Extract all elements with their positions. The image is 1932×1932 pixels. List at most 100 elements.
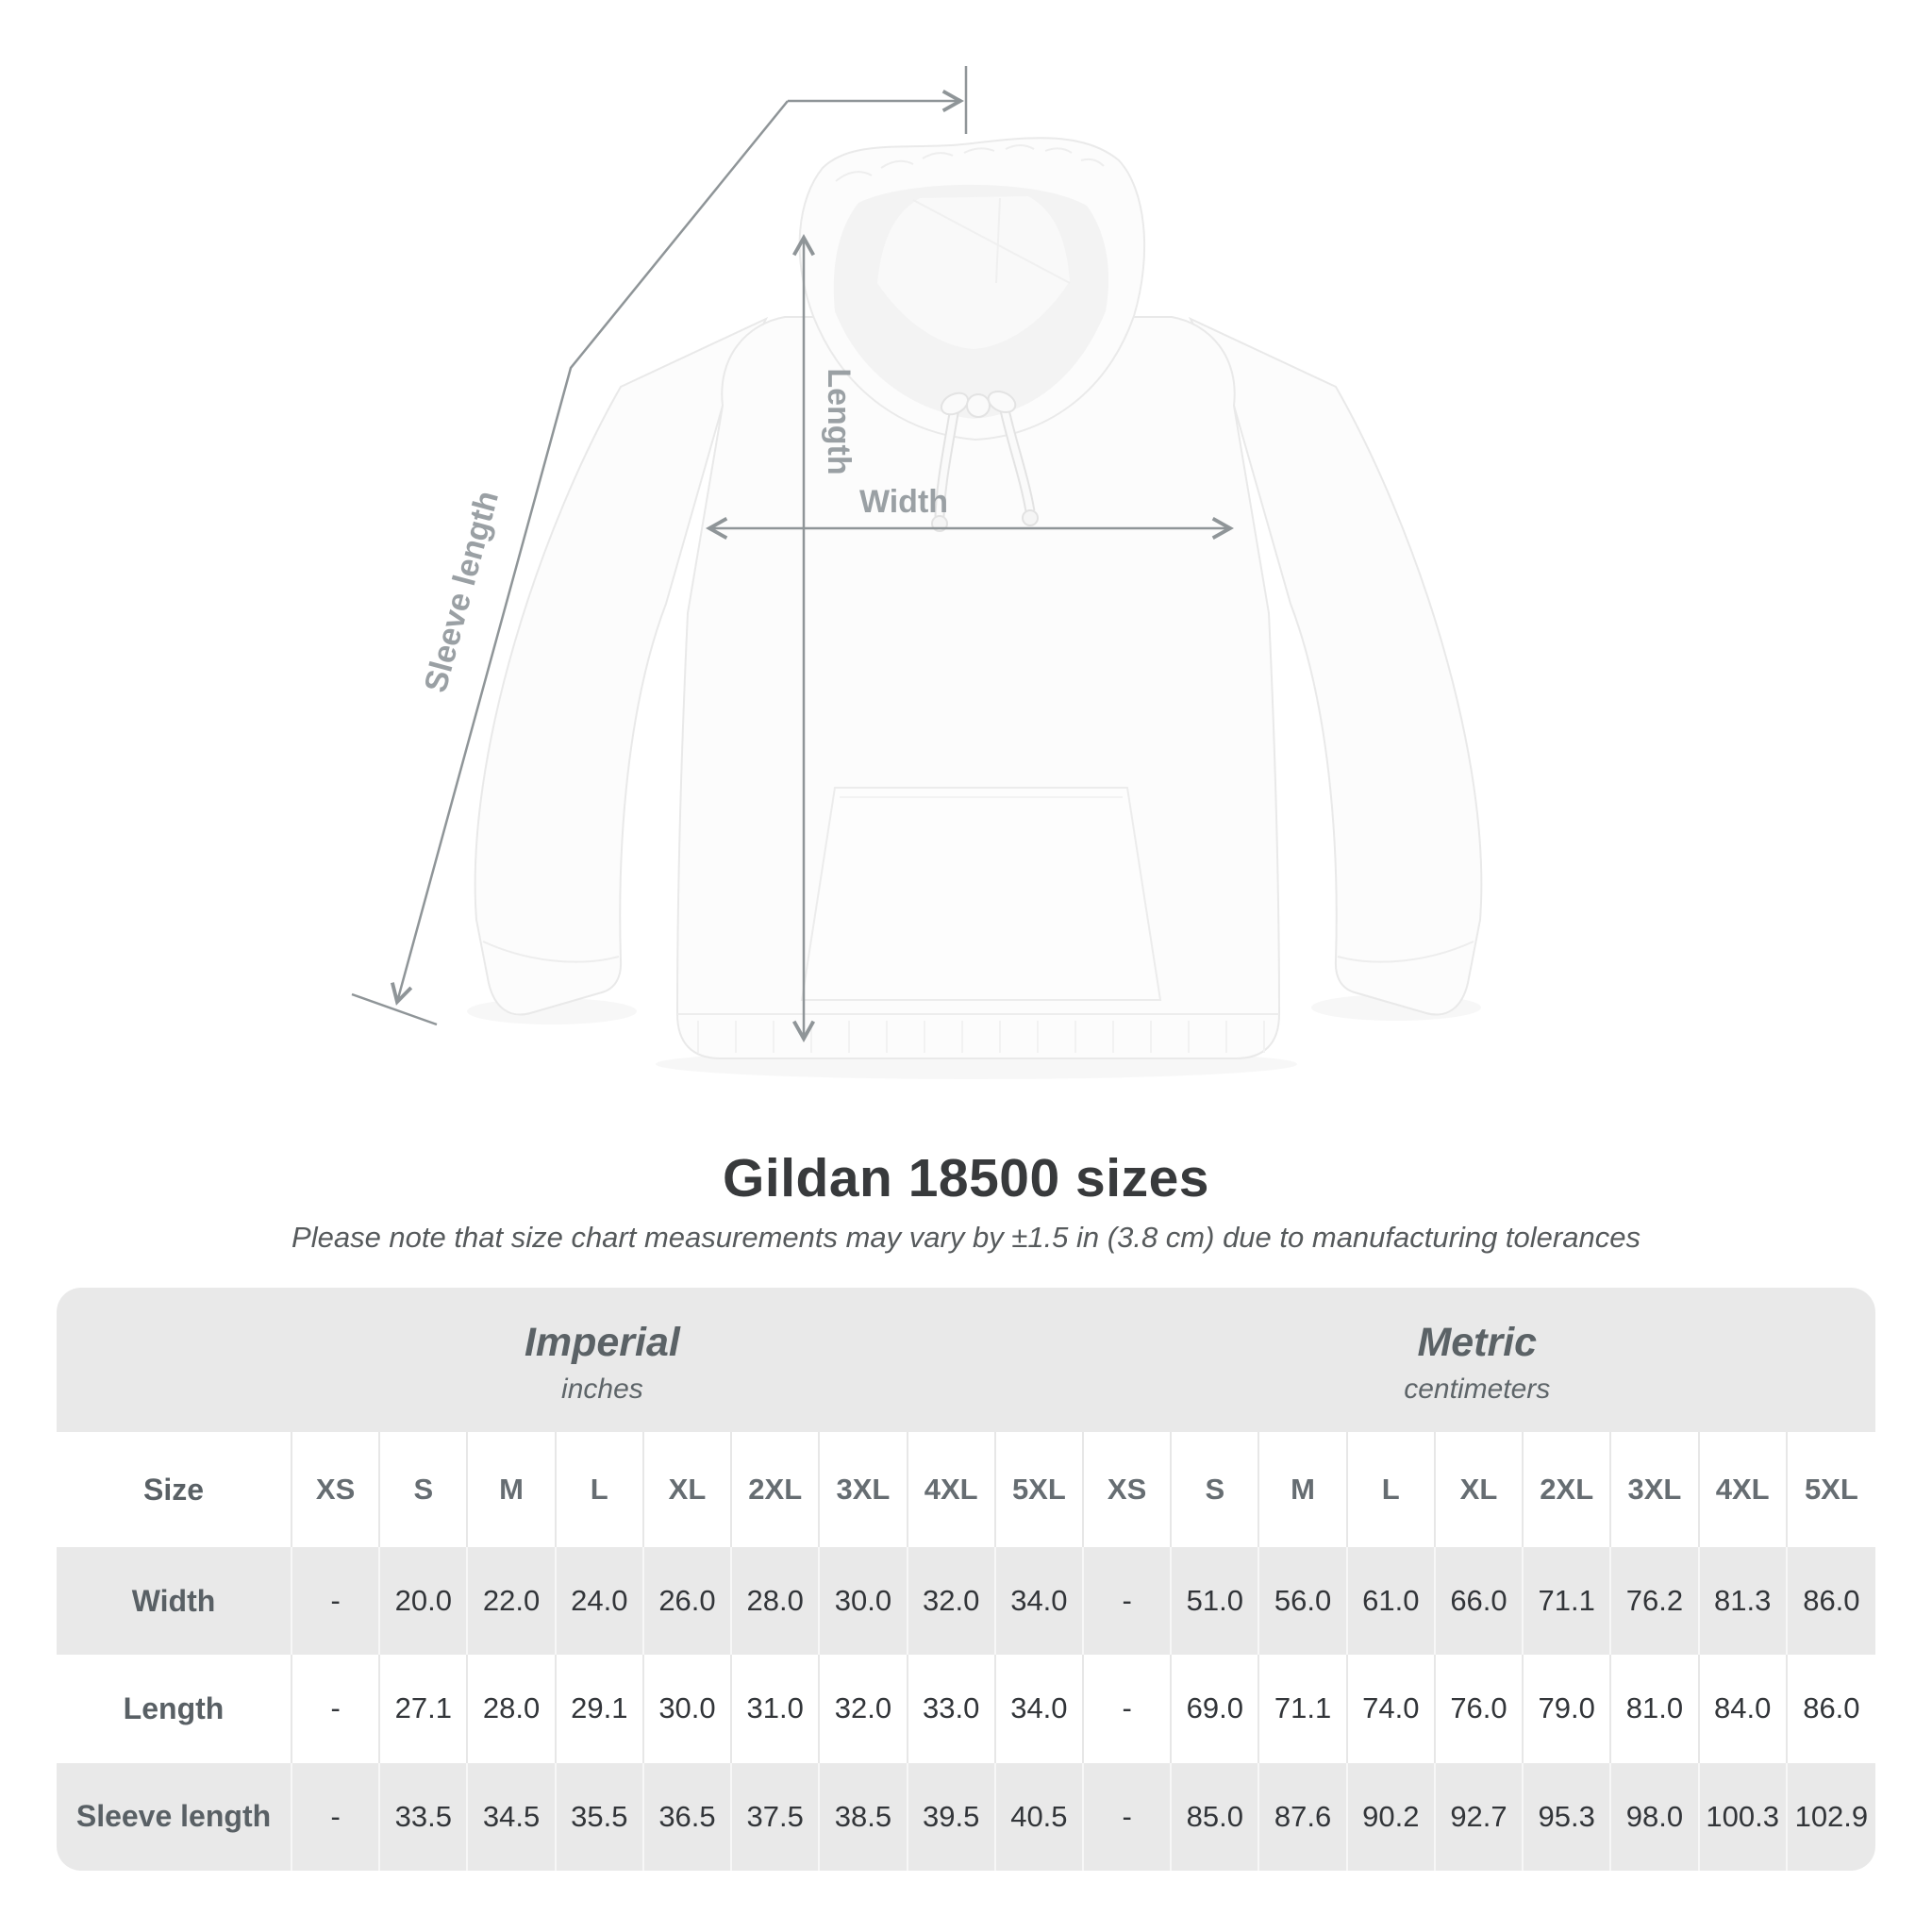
imperial-value-cell: 22.0 [468,1547,557,1656]
metric-unit: centimeters [1404,1374,1551,1405]
hoodie-right-sleeve [1188,316,1483,1016]
row-label: Sleeve length [57,1762,292,1871]
size-col-header-imperial: 2XL [732,1432,821,1547]
hood-back-panel [877,196,1070,349]
imperial-value-cell: 33.5 [380,1762,469,1871]
imperial-value-cell: 32.0 [908,1547,996,1656]
imperial-title: Imperial [524,1320,680,1365]
size-col-header-metric: M [1259,1432,1348,1547]
metric-value-cell: 86.0 [1787,1547,1875,1656]
metric-value-cell: 87.6 [1259,1762,1348,1871]
row-label: Width [57,1547,292,1656]
size-table: Imperial inches Metric centimeters Size X… [57,1288,1875,1871]
metric-value-cell: 71.1 [1524,1547,1612,1656]
size-col-header-metric: L [1347,1432,1436,1547]
hoodie-pocket [800,787,1162,1001]
imperial-value-cell: 39.5 [908,1762,996,1871]
metric-value-cell: - [1083,1762,1173,1871]
size-col-header-imperial: XL [643,1432,733,1547]
imperial-value-cell: 28.0 [732,1547,821,1656]
metric-value-cell: 95.3 [1524,1762,1612,1871]
imperial-value-cell: 32.0 [820,1655,908,1763]
metric-value-cell: 79.0 [1524,1655,1612,1763]
size-grid: Size XS S M L XL 2XL 3XL 4XL 5XL XS S M L XL 2XL 3XL 4XL 5… [57,1432,1875,1871]
size-col-header-imperial: M [468,1432,557,1547]
imperial-value-cell: 35.5 [556,1762,644,1871]
metric-value-cell: 92.7 [1435,1762,1524,1871]
imperial-value-cell: 30.0 [643,1655,733,1763]
imperial-value-cell: 40.5 [995,1762,1084,1871]
metric-value-cell: 76.0 [1435,1655,1524,1763]
size-col-header-metric: S [1172,1432,1260,1547]
width-label: Width [859,484,948,520]
imperial-value-cell: 27.1 [380,1655,469,1763]
hoodie-illustration [474,137,1483,1059]
metric-header: Metric centimeters [1404,1288,1550,1432]
metric-value-cell: 51.0 [1172,1547,1260,1656]
metric-title: Metric [1417,1320,1538,1365]
size-col-header-imperial: 3XL [820,1432,908,1547]
imperial-value-cell: 34.0 [995,1547,1084,1656]
imperial-value-cell: 34.0 [995,1655,1084,1763]
imperial-value-cell: 34.5 [468,1762,557,1871]
sleeve-length-line [391,100,789,1006]
size-header-cell: Size [57,1432,292,1547]
size-col-header-metric: 2XL [1524,1432,1612,1547]
imperial-value-cell: 37.5 [732,1762,821,1871]
metric-value-cell: 98.0 [1611,1762,1700,1871]
metric-value-cell: 56.0 [1259,1547,1348,1656]
size-col-header-imperial: L [556,1432,644,1547]
size-col-header-metric: XL [1435,1432,1524,1547]
metric-value-cell: 71.1 [1259,1655,1348,1763]
size-col-header-metric: XS [1083,1432,1173,1547]
metric-value-cell: 69.0 [1172,1655,1260,1763]
imperial-value-cell: 38.5 [820,1762,908,1871]
metric-value-cell: 86.0 [1787,1655,1875,1763]
sleeve-end-tick [351,992,438,1026]
size-col-header-imperial: S [380,1432,469,1547]
metric-value-cell: - [1083,1655,1173,1763]
imperial-value-cell: - [292,1547,381,1656]
imperial-header: Imperial inches [525,1288,680,1432]
metric-value-cell: 85.0 [1172,1762,1260,1871]
imperial-value-cell: 36.5 [643,1762,733,1871]
metric-value-cell: 102.9 [1787,1762,1875,1871]
imperial-value-cell: 33.0 [908,1655,996,1763]
hoodie-left-sleeve [474,316,769,1016]
length-label: Length [821,368,857,475]
tolerance-note: Please note that size chart measurements… [291,1221,1641,1254]
metric-value-cell: - [1083,1547,1173,1656]
unit-header-band: Imperial inches Metric centimeters [57,1288,1875,1432]
imperial-value-cell: - [292,1655,381,1763]
row-label: Length [57,1655,292,1763]
imperial-value-cell: 29.1 [556,1655,644,1763]
imperial-value-cell: 20.0 [380,1547,469,1656]
metric-value-cell: 90.2 [1347,1762,1436,1871]
hood-wrinkles [835,144,1105,182]
size-col-header-metric: 4XL [1699,1432,1788,1547]
metric-value-cell: 74.0 [1347,1655,1436,1763]
size-col-header-imperial: XS [292,1432,381,1547]
measurement-lines [351,66,1234,1042]
metric-value-cell: 84.0 [1699,1655,1788,1763]
metric-value-cell: 81.3 [1699,1547,1788,1656]
imperial-value-cell: 28.0 [468,1655,557,1763]
imperial-value-cell: 26.0 [643,1547,733,1656]
size-col-header-imperial: 4XL [908,1432,996,1547]
metric-value-cell: 100.3 [1699,1762,1788,1871]
metric-value-cell: 61.0 [1347,1547,1436,1656]
hood-drawstrings [931,391,1039,532]
size-col-header-metric: 3XL [1611,1432,1700,1547]
size-col-header-imperial: 5XL [995,1432,1084,1547]
metric-value-cell: 81.0 [1611,1655,1700,1763]
imperial-value-cell: 24.0 [556,1547,644,1656]
imperial-value-cell: 31.0 [732,1655,821,1763]
sleeve-length-label: Sleeve length [418,487,506,696]
metric-value-cell: 76.2 [1611,1547,1700,1656]
imperial-unit: inches [561,1374,643,1405]
hoodie-measurement-diagram: Width Length Sleeve length [351,66,1483,1059]
size-col-header-metric: 5XL [1787,1432,1875,1547]
imperial-value-cell: - [292,1762,381,1871]
metric-value-cell: 66.0 [1435,1547,1524,1656]
